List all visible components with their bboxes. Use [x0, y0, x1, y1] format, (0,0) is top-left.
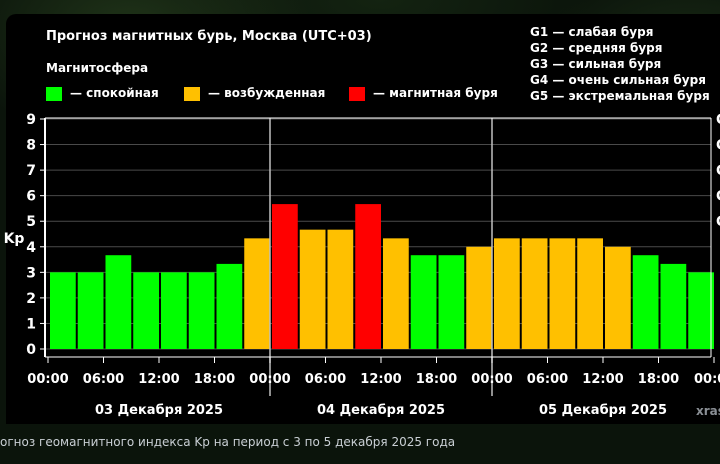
y-tick-label-6: 6	[26, 189, 36, 205]
bar-6	[216, 263, 243, 349]
x-tick-label-12: 00:0	[694, 372, 720, 387]
bar-7	[244, 238, 270, 349]
x-tick-label-4: 00:00	[249, 372, 290, 387]
bar-13	[410, 255, 437, 349]
bar-4	[161, 272, 187, 349]
right-storm-tick-4: G	[716, 138, 720, 154]
right-storm-tick-2: G	[716, 189, 720, 205]
watermark: xras	[696, 404, 720, 418]
chart-caption: огноз геомагнитного индекса Kp на период…	[0, 435, 456, 449]
y-tick-label-7: 7	[26, 163, 36, 179]
chart-title: Прогноз магнитных бурь, Москва (UTC+03)	[46, 29, 372, 44]
bar-10	[327, 229, 354, 349]
storm-level-g4: G4 — очень сильная буря	[530, 73, 706, 87]
storm-level-g3: G3 — сильная буря	[530, 57, 662, 71]
day-label-3: 05 Декабря 2025	[539, 403, 667, 418]
x-tick-label-7: 18:00	[416, 372, 457, 387]
right-storm-tick-1: G	[716, 214, 720, 230]
legend-swatch-quiet	[46, 87, 62, 101]
bar-19	[577, 238, 603, 349]
storm-level-g5: G5 — экстремальная буря	[530, 89, 710, 103]
x-tick-label-6: 12:00	[360, 372, 401, 387]
y-tick-label-8: 8	[26, 138, 36, 154]
y-axis-label: Kp	[4, 231, 25, 247]
bar-23	[688, 272, 714, 349]
x-tick-label-11: 18:00	[638, 372, 679, 387]
x-tick-label-10: 12:00	[582, 372, 623, 387]
x-tick-label-0: 00:00	[27, 372, 68, 387]
x-tick-label-3: 18:00	[194, 372, 235, 387]
y-tick-label-4: 4	[26, 240, 36, 256]
bar-21	[632, 255, 659, 349]
legend-label-excited: — возбужденная	[208, 86, 326, 100]
x-tick-label-5: 06:00	[305, 372, 346, 387]
legend-swatch-storm	[349, 87, 365, 101]
bar-1	[77, 272, 104, 349]
bar-9	[299, 229, 326, 349]
x-tick-label-8: 00:00	[471, 372, 512, 387]
y-tick-label-9: 9	[26, 112, 36, 128]
bar-18	[549, 238, 576, 349]
day-label-1: 03 Декабря 2025	[95, 403, 223, 418]
bar-22	[660, 263, 687, 349]
day-label-2: 04 Декабря 2025	[317, 403, 445, 418]
bar-16	[494, 238, 520, 349]
x-tick-label-9: 06:00	[527, 372, 568, 387]
y-tick-label-3: 3	[26, 265, 36, 281]
legend-heading: Магнитосфера	[46, 61, 149, 75]
legend-label-storm: — магнитная буря	[373, 86, 498, 100]
bar-12	[383, 238, 409, 349]
y-tick-label-0: 0	[26, 342, 36, 358]
right-storm-tick-3: G	[716, 163, 720, 179]
storm-level-g1: G1 — слабая буря	[530, 25, 654, 39]
bar-3	[133, 272, 159, 349]
bar-0	[50, 272, 76, 349]
bar-11	[355, 204, 381, 349]
right-storm-tick-5: G	[716, 112, 720, 128]
bar-8	[272, 204, 298, 349]
bar-17	[521, 238, 548, 349]
bar-15	[466, 246, 492, 349]
y-tick-label-2: 2	[26, 291, 36, 307]
y-tick-label-1: 1	[26, 316, 36, 332]
x-tick-label-2: 12:00	[138, 372, 179, 387]
storm-level-g2: G2 — средняя буря	[530, 41, 663, 55]
legend-label-quiet: — спокойная	[70, 86, 159, 100]
bar-20	[605, 246, 631, 349]
bar-14	[438, 255, 465, 349]
bar-5	[188, 272, 215, 349]
legend-swatch-excited	[184, 87, 200, 101]
y-tick-label-5: 5	[26, 214, 36, 230]
x-tick-label-1: 06:00	[83, 372, 124, 387]
bar-2	[105, 255, 132, 349]
